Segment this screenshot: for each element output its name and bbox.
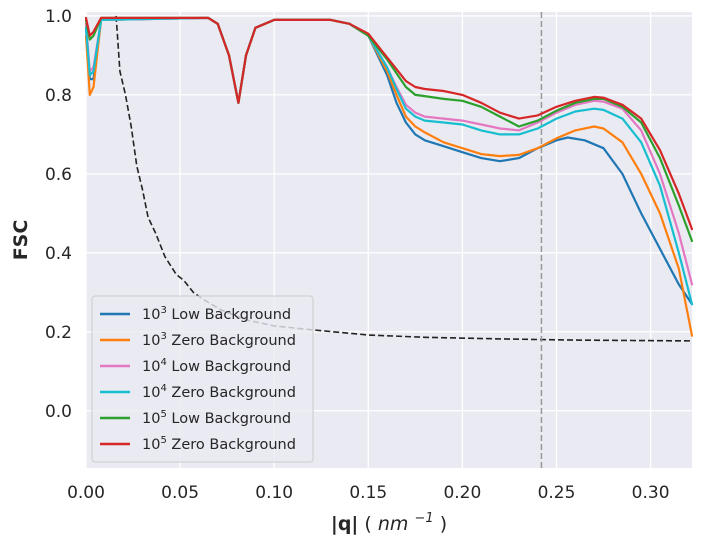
legend-label-5: 105 Low Background <box>142 409 291 427</box>
legend: 103 Low Background 103 Zero Background 104… <box>91 295 314 463</box>
x-tick-labels: 0.00 0.05 0.10 0.15 0.20 0.25 0.30 <box>67 483 669 503</box>
x-axis-label-bold: |q| <box>331 513 358 535</box>
series-lines <box>84 16 694 337</box>
x-tick-label: 0.15 <box>349 483 387 503</box>
threshold-curve <box>115 15 693 342</box>
legend-label-1: 103 Low Background <box>142 305 291 323</box>
y-tick-labels: 0.0 0.2 0.4 0.6 0.8 1.0 <box>45 7 72 422</box>
y-tick-label: 0.0 <box>45 402 72 422</box>
x-tick-label: 0.00 <box>67 483 105 503</box>
x-axis-label-unit-exp: −1 <box>414 511 433 526</box>
y-axis-label: FSC <box>10 220 32 261</box>
legend-box <box>91 295 314 463</box>
y-tick-label: 0.2 <box>45 323 72 343</box>
y-tick-label: 0.6 <box>45 165 72 185</box>
series-line-6 <box>84 16 694 231</box>
x-tick-label: 0.25 <box>538 483 576 503</box>
legend-label-6: 105 Zero Background <box>142 435 296 453</box>
x-axis-label: |q| ( nm −1 ) <box>331 505 447 535</box>
y-tick-label: 1.0 <box>45 7 72 27</box>
x-axis-label-unit: nm <box>378 513 409 535</box>
threshold-line <box>115 15 693 342</box>
x-tick-label: 0.20 <box>443 483 481 503</box>
legend-label-2: 103 Zero Background <box>142 331 296 349</box>
legend-label-3: 104 Low Background <box>142 357 291 375</box>
x-tick-label: 0.30 <box>632 483 670 503</box>
legend-label-4: 104 Zero Background <box>142 383 296 401</box>
x-tick-label: 0.05 <box>161 483 199 503</box>
x-tick-label: 0.10 <box>255 483 293 503</box>
y-tick-label: 0.4 <box>45 244 72 264</box>
y-tick-label: 0.8 <box>45 86 72 106</box>
